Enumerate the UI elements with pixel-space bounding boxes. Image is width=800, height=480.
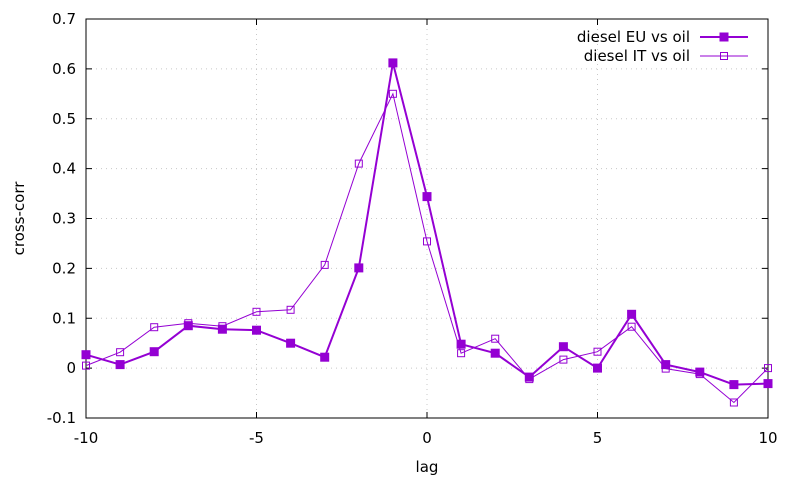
data-point (422, 192, 432, 202)
data-point (558, 342, 568, 352)
legend-label: diesel EU vs oil (577, 28, 690, 46)
legend-marker (719, 32, 729, 42)
y-tick-label: 0.4 (52, 160, 76, 178)
y-tick-label: 0.2 (52, 259, 76, 277)
data-point (491, 334, 500, 343)
series-2 (82, 89, 772, 407)
axis-ticks: -0.1 0 0.1 0.2 0.3 0.4 0.5 0.6 0.7 -10 -5 0 5 10 (47, 10, 778, 447)
data-point (82, 361, 90, 370)
y-tick-label: -0.1 (47, 409, 76, 427)
x-tick-label: 5 (593, 429, 603, 447)
data-point (81, 350, 91, 360)
x-tick-label: -5 (249, 429, 264, 447)
data-point (218, 322, 227, 331)
y-tick-label: 0.7 (52, 10, 76, 28)
series-line (85, 62, 769, 386)
data-point (456, 339, 466, 349)
data-point (729, 398, 738, 407)
x-tick-label: 10 (758, 429, 777, 447)
y-tick-label: 0.1 (52, 309, 76, 327)
data-point (423, 237, 431, 246)
data-point (661, 364, 670, 373)
data-point (354, 263, 364, 273)
legend-label: diesel IT vs oil (584, 47, 690, 65)
y-tick-label: 0.5 (52, 110, 76, 128)
data-point (763, 379, 773, 389)
data-point (457, 349, 466, 358)
data-point (627, 322, 636, 331)
data-point (320, 352, 330, 362)
y-axis-label: cross-corr (10, 181, 28, 256)
data-point (354, 159, 363, 168)
data-point (593, 363, 602, 373)
data-point (525, 375, 534, 384)
data-point (115, 360, 125, 370)
data-point (286, 305, 295, 314)
data-point (286, 338, 296, 348)
data-point (695, 370, 704, 379)
data-point (388, 58, 398, 68)
y-tick-label: 0 (66, 359, 76, 377)
series-line (85, 92, 769, 404)
series-layer (81, 58, 773, 407)
data-point (184, 319, 193, 328)
data-point (388, 89, 397, 98)
data-point (150, 323, 159, 332)
grid-lines (86, 19, 768, 418)
data-point (149, 347, 159, 357)
data-point (729, 380, 739, 390)
data-point (320, 260, 329, 269)
legend-marker (720, 52, 728, 60)
data-point (252, 325, 261, 335)
data-point (490, 348, 500, 358)
x-axis-label: lag (416, 458, 439, 476)
data-point (252, 307, 261, 316)
data-point (593, 347, 602, 356)
data-point (116, 348, 125, 357)
x-tick-label: -10 (74, 429, 99, 447)
x-tick-label: 0 (422, 429, 432, 447)
data-point (764, 364, 772, 373)
y-tick-label: 0.3 (52, 210, 76, 228)
data-point (559, 355, 568, 364)
y-tick-label: 0.6 (52, 60, 76, 78)
data-point (695, 367, 705, 377)
data-point (627, 309, 637, 319)
